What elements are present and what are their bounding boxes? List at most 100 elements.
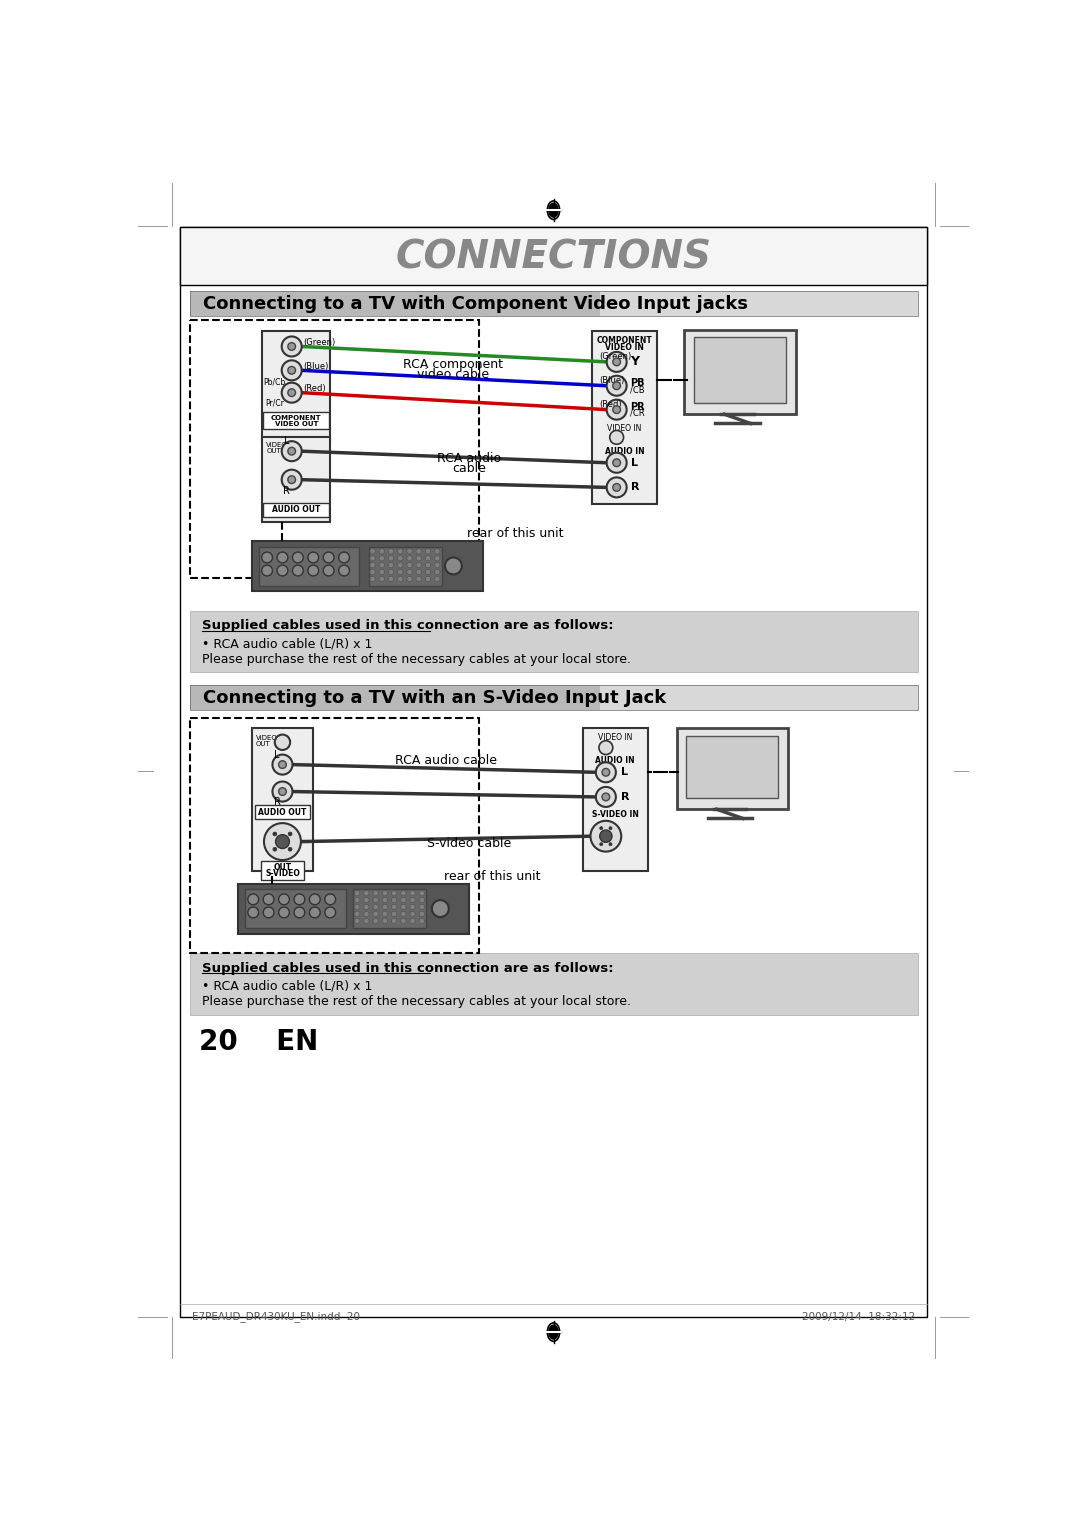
Circle shape [293,553,303,563]
Circle shape [407,570,413,574]
Circle shape [410,918,416,924]
Circle shape [401,898,406,902]
Circle shape [401,904,406,910]
Bar [685,330,796,414]
Bar [599,292,918,316]
Circle shape [354,898,360,902]
Circle shape [325,893,336,904]
Text: L: L [621,767,629,777]
Bar [261,861,305,880]
Circle shape [278,553,288,563]
Text: Pr/Cr: Pr/Cr [266,399,284,408]
Text: Y: Y [631,356,639,368]
Text: RCA component: RCA component [404,357,503,371]
Text: Supplied cables used in this connection are as follows:: Supplied cables used in this connection … [202,620,613,632]
Circle shape [288,847,292,851]
Text: PB: PB [631,379,645,388]
Circle shape [308,565,319,576]
Bar [252,541,483,591]
Text: RCA audio cable: RCA audio cable [394,754,497,767]
Circle shape [379,576,384,582]
Bar [259,548,360,586]
Circle shape [279,760,286,768]
Circle shape [339,565,350,576]
Circle shape [401,912,406,916]
Circle shape [373,898,378,902]
Text: PR: PR [631,402,645,412]
Text: RCA audio: RCA audio [436,452,501,466]
Circle shape [426,556,431,560]
Circle shape [373,918,378,924]
Circle shape [419,890,424,896]
Circle shape [308,553,319,563]
Circle shape [309,907,320,918]
Circle shape [599,831,612,843]
Circle shape [599,826,603,829]
Circle shape [282,360,301,380]
Bar [583,728,648,870]
Circle shape [407,576,413,582]
Circle shape [382,918,388,924]
Text: (Red): (Red) [599,400,622,409]
Circle shape [364,898,369,902]
Text: rear of this unit: rear of this unit [444,870,540,883]
Circle shape [410,912,416,916]
Circle shape [264,823,301,860]
Bar [677,728,788,809]
Circle shape [602,768,610,776]
Text: Please purchase the rest of the necessary cables at your local store.: Please purchase the rest of the necessar… [202,996,631,1008]
Circle shape [373,904,378,910]
Circle shape [288,366,296,374]
Circle shape [389,548,394,554]
Circle shape [279,907,289,918]
Text: VIDEO: VIDEO [267,441,288,447]
Circle shape [401,890,406,896]
Bar [238,884,469,935]
Text: COMPONENT: COMPONENT [271,415,322,421]
Circle shape [391,890,396,896]
Circle shape [293,565,303,576]
Circle shape [416,562,421,568]
Circle shape [407,548,413,554]
Text: COMPONENT: COMPONENT [596,336,652,345]
Circle shape [379,556,384,560]
Text: (Green): (Green) [599,353,632,360]
Bar [190,953,918,1015]
Circle shape [288,832,292,835]
Text: VIDEO IN: VIDEO IN [605,342,644,351]
Circle shape [607,400,626,420]
Circle shape [379,562,384,568]
Circle shape [612,357,621,366]
Circle shape [264,907,274,918]
Circle shape [610,431,623,444]
Circle shape [602,793,610,800]
Text: S-VIDEO: S-VIDEO [265,869,300,878]
Circle shape [426,562,431,568]
Circle shape [397,562,403,568]
Bar [255,805,310,820]
Text: S-video cable: S-video cable [427,837,511,851]
Circle shape [426,548,431,554]
Circle shape [274,734,291,750]
Circle shape [354,918,360,924]
Bar [190,718,478,953]
Text: R: R [273,797,281,808]
Circle shape [609,826,612,829]
Text: VIDEO: VIDEO [256,734,278,741]
Circle shape [432,899,449,918]
Text: AUDIO IN: AUDIO IN [595,756,635,765]
Circle shape [261,553,272,563]
Circle shape [434,570,440,574]
Circle shape [419,898,424,902]
Circle shape [612,460,621,467]
Circle shape [275,835,289,849]
Text: VIDEO IN: VIDEO IN [607,423,642,432]
Circle shape [389,576,394,582]
Bar [592,331,658,504]
Circle shape [612,382,621,389]
Text: Pb/Cb: Pb/Cb [264,377,286,386]
Circle shape [416,548,421,554]
Circle shape [382,898,388,902]
Circle shape [382,890,388,896]
Text: OUT: OUT [256,741,270,747]
